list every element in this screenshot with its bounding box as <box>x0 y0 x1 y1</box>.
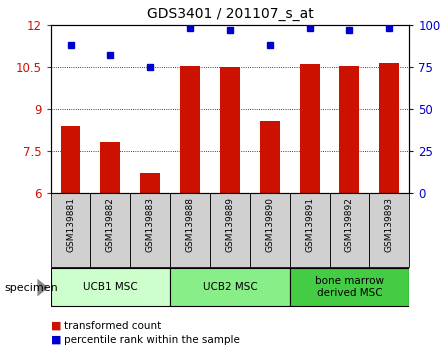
Text: UCB2 MSC: UCB2 MSC <box>202 282 257 292</box>
Polygon shape <box>37 279 48 297</box>
Text: GSM139892: GSM139892 <box>345 197 354 252</box>
Text: GSM139881: GSM139881 <box>66 197 75 252</box>
Bar <box>100 143 120 193</box>
Text: GSM139888: GSM139888 <box>186 197 194 252</box>
Bar <box>260 121 280 193</box>
FancyBboxPatch shape <box>51 193 91 267</box>
FancyBboxPatch shape <box>250 193 290 267</box>
FancyBboxPatch shape <box>51 268 170 306</box>
FancyBboxPatch shape <box>369 193 409 267</box>
Text: ■: ■ <box>51 321 61 331</box>
Text: percentile rank within the sample: percentile rank within the sample <box>64 335 240 345</box>
Text: bone marrow
derived MSC: bone marrow derived MSC <box>315 276 384 298</box>
Title: GDS3401 / 201107_s_at: GDS3401 / 201107_s_at <box>147 7 313 21</box>
Text: transformed count: transformed count <box>64 321 161 331</box>
Text: GSM139889: GSM139889 <box>225 197 235 252</box>
Bar <box>220 67 240 193</box>
FancyBboxPatch shape <box>330 193 369 267</box>
Text: UCB1 MSC: UCB1 MSC <box>83 282 138 292</box>
FancyBboxPatch shape <box>170 268 290 306</box>
FancyBboxPatch shape <box>130 193 170 267</box>
FancyBboxPatch shape <box>290 193 330 267</box>
FancyBboxPatch shape <box>91 193 130 267</box>
Bar <box>180 66 200 193</box>
FancyBboxPatch shape <box>170 193 210 267</box>
FancyBboxPatch shape <box>210 193 250 267</box>
Text: GSM139883: GSM139883 <box>146 197 155 252</box>
Bar <box>140 173 160 193</box>
Bar <box>379 63 399 193</box>
Text: specimen: specimen <box>4 282 58 293</box>
Text: GSM139882: GSM139882 <box>106 197 115 252</box>
Bar <box>61 126 81 193</box>
Text: GSM139891: GSM139891 <box>305 197 314 252</box>
Text: GSM139890: GSM139890 <box>265 197 274 252</box>
FancyBboxPatch shape <box>290 268 409 306</box>
Bar <box>340 66 359 193</box>
Bar <box>300 64 319 193</box>
Text: GSM139893: GSM139893 <box>385 197 394 252</box>
Text: ■: ■ <box>51 335 61 345</box>
